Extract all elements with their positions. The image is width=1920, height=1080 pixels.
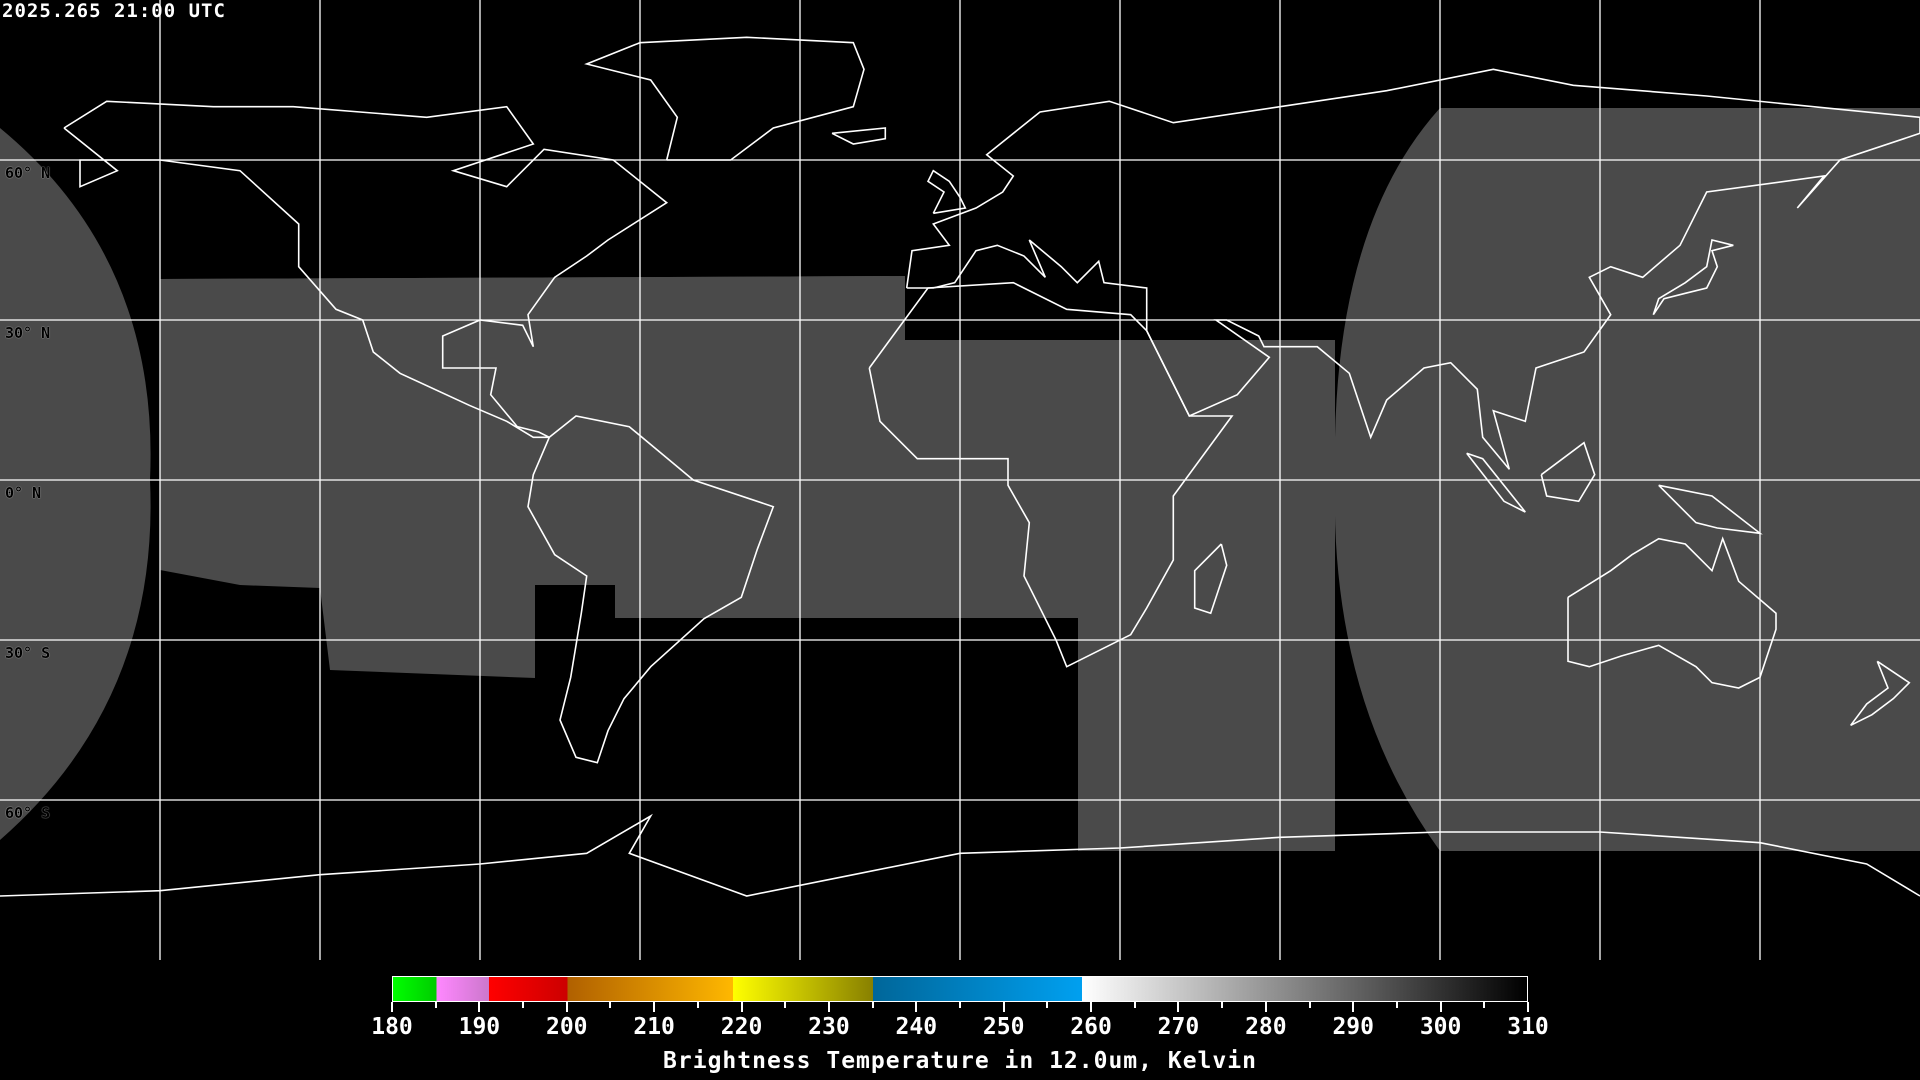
colorbar-tick: [827, 1002, 830, 1012]
colorbar-tick: [1133, 1002, 1136, 1008]
coastline-sumatra: [1466, 452, 1526, 513]
colorbar-title: Brightness Temperature in 12.0um, Kelvin: [663, 1048, 1257, 1074]
colorbar-tick-label: 290: [1332, 1014, 1374, 1040]
colorbar-tick: [1483, 1002, 1486, 1008]
colorbar-tick: [1090, 1002, 1093, 1012]
satellite-sector: [0, 128, 151, 840]
colorbar-tick: [1527, 1002, 1529, 1012]
lat-label: 30° N: [5, 324, 51, 342]
colorbar-tick: [1221, 1002, 1224, 1008]
coastline-new-zealand: [1850, 660, 1911, 727]
colorbar-tick-label: 250: [982, 1014, 1025, 1040]
colorbar-tick: [1002, 1002, 1005, 1012]
colorbar-tick: [740, 1002, 743, 1012]
coastline-madagascar: [1193, 543, 1228, 615]
colorbar-tick-label: 210: [633, 1014, 675, 1040]
colorbar-tick: [1439, 1002, 1442, 1012]
colorbar-tick: [1046, 1002, 1049, 1008]
satellite-map: [0, 0, 1920, 960]
colorbar-tick: [1395, 1002, 1398, 1008]
colorbar-tick: [871, 1002, 874, 1008]
colorbar-tick-label: 180: [371, 1014, 413, 1040]
colorbar-tick: [653, 1002, 656, 1012]
colorbar-tick: [391, 1002, 393, 1012]
coastlines: [0, 36, 1920, 897]
colorbar-tick: [959, 1002, 961, 1008]
colorbar-tick: [1177, 1002, 1180, 1012]
colorbar-tick-label: 240: [895, 1014, 938, 1040]
coastline-north-america: [63, 100, 669, 439]
colorbar-tick: [1264, 1002, 1267, 1012]
colorbar-tick: [565, 1002, 568, 1012]
colorbar-tick-label: 280: [1245, 1014, 1287, 1040]
colorbar-tick-label: 230: [808, 1014, 850, 1040]
coastline-borneo: [1540, 441, 1596, 503]
lat-label: 30° S: [5, 644, 51, 662]
colorbar-tick-label: 220: [720, 1014, 763, 1040]
colorbar-tick: [915, 1002, 918, 1012]
colorbar-tick: [1352, 1002, 1355, 1012]
lat-label: 0° N: [5, 484, 42, 502]
colorbar-tick: [478, 1002, 481, 1012]
colorbar-tick-label: 190: [458, 1014, 501, 1040]
colorbar-tick-label: 260: [1070, 1014, 1112, 1040]
colorbar-tick: [1308, 1002, 1311, 1008]
colorbar-tick-label: 200: [545, 1014, 588, 1040]
colorbar: [392, 976, 1528, 1002]
coastline-iceland: [831, 127, 887, 145]
coastline-australia: [1567, 536, 1777, 689]
colorbar-tick: [609, 1002, 612, 1008]
coastline-japan: [1652, 239, 1734, 316]
colorbar-tick-label: 270: [1157, 1014, 1200, 1040]
lat-lon-grid: [0, 0, 1920, 960]
lat-label: 60° N: [5, 164, 51, 182]
colorbar-tick: [696, 1002, 699, 1008]
coastline-greenland: [584, 36, 865, 161]
coastline-great-britain: [926, 169, 967, 215]
colorbar-tick-label: 310: [1507, 1014, 1549, 1040]
lat-label: 60° S: [5, 804, 51, 822]
colorbar-tick-label: 300: [1419, 1014, 1462, 1040]
colorbar-tick: [434, 1002, 437, 1008]
colorbar-tick: [522, 1002, 525, 1008]
coastline-south-america: [527, 415, 775, 764]
timestamp: 2025.265 21:00 UTC: [2, 0, 226, 22]
coastline-antarctica: [0, 813, 1920, 897]
coastline-africa: [868, 281, 1234, 668]
coastline-new-guinea: [1658, 484, 1763, 535]
colorbar-tick: [784, 1002, 787, 1008]
coastline-eurasia: [905, 68, 1920, 470]
